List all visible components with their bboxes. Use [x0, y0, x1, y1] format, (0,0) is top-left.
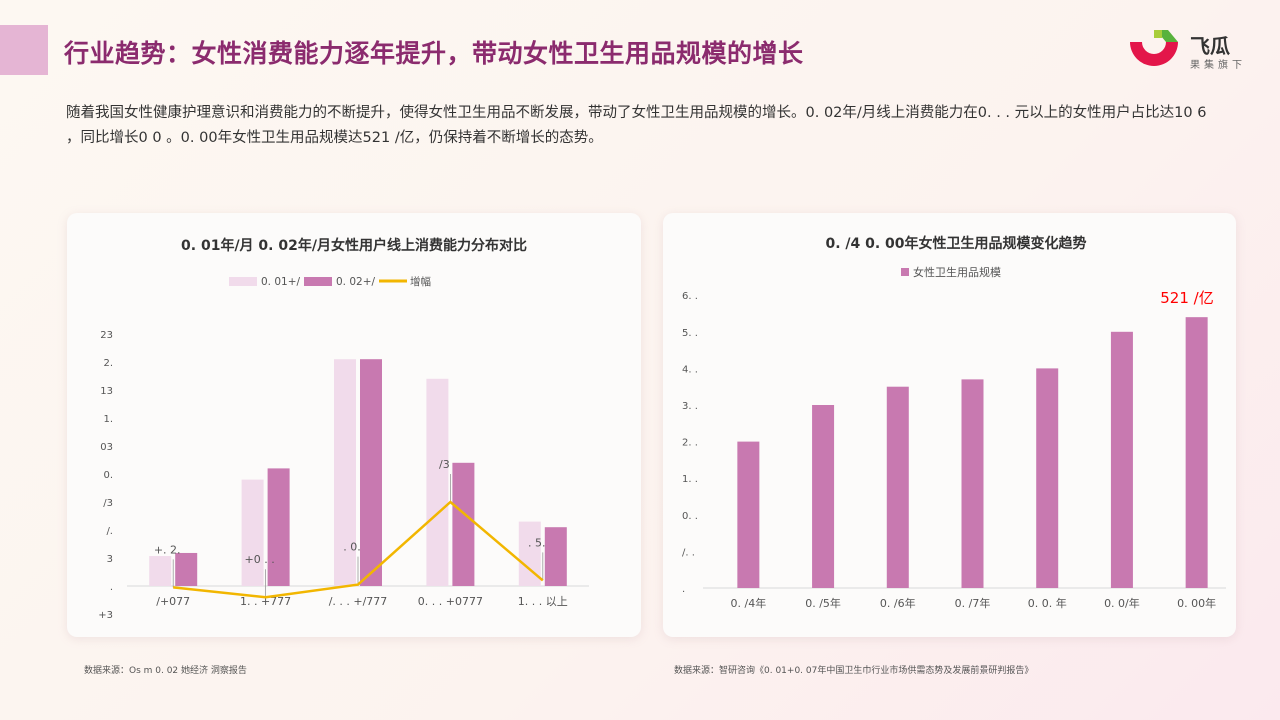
y-tick-label: /. [106, 526, 113, 537]
x-tick-label: 1. . . 以上 [518, 595, 568, 608]
bar [360, 359, 382, 586]
intro-paragraph: 随着我国女性健康护理意识和消费能力的不断提升，使得女性卫生用品不断发展，带动了女… [66, 105, 1207, 146]
consumption-chart: 0. 01年/月 0. 02年/月女性用户线上消费能力分布对比 0. 01+/ 0.… [98, 237, 589, 621]
y-tick-label: 23 [100, 330, 113, 341]
bar [241, 479, 264, 586]
bar [149, 556, 172, 586]
value-annotation: 521 /亿 [1160, 289, 1213, 307]
bar [175, 552, 198, 586]
bar [1185, 317, 1208, 588]
market-size-chart-card: 0. /4 0. 00年女性卫生用品规模变化趋势 女性卫生用品规模. /. . 0. … [663, 213, 1236, 637]
x-tick-label: 0. . . +0777 [418, 595, 483, 608]
x-tick-label: /. . . +/777 [329, 595, 388, 608]
x-tick-label: 0. /4年 [731, 596, 767, 610]
source-right: 数据来源：智研咨询《0. 01+0. 07年中国卫生巾行业市场供需态势及发展前景… [674, 666, 1034, 676]
y-tick-label: 0. . [682, 511, 698, 522]
bar [267, 468, 290, 586]
x-tick-label: 0. /6年 [880, 596, 916, 610]
legend-label: 0. 02+/ [336, 276, 376, 288]
y-tick-label: /3 [103, 498, 113, 509]
bar [812, 405, 835, 588]
logo-tagline: 果集旗下 [1190, 60, 1246, 71]
legend-label: 女性卫生用品规模 [913, 265, 1001, 279]
chart-title: 0. /4 0. 00年女性卫生用品规模变化趋势 [825, 235, 1086, 252]
chart-title: 0. 01年/月 0. 02年/月女性用户线上消费能力分布对比 [181, 237, 527, 254]
bar [334, 359, 356, 586]
y-tick-label: . [682, 584, 685, 595]
bar [544, 527, 567, 586]
y-tick-label: 6. . [682, 291, 698, 302]
logo: 飞瓜 果集旗下 [1126, 28, 1266, 72]
legend-label: 0. 01+/ [261, 276, 301, 288]
y-tick-label: 13 [100, 386, 113, 397]
consumption-chart-card: 0. 01年/月 0. 02年/月女性用户线上消费能力分布对比 0. 01+/ 0.… [67, 213, 641, 637]
bar [961, 379, 984, 588]
legend-label: 增幅 [410, 275, 431, 288]
legend-swatch [901, 268, 909, 276]
data-label: . 0. [343, 541, 361, 554]
source-left: 数据来源：Os m 0. 02 她经济 洞察报告 [84, 666, 247, 676]
y-tick-label: /. . [682, 547, 695, 558]
data-label: +. 2. [154, 543, 181, 556]
x-tick-label: 0. /5年 [805, 596, 841, 610]
y-tick-label: 1. . [682, 474, 698, 485]
y-tick-label: 2. [103, 358, 113, 369]
y-tick-label: 3. . [682, 401, 698, 412]
x-tick-label: /+077 [156, 595, 190, 608]
y-tick-label: +3 [98, 610, 113, 621]
data-label: +0 . . [244, 553, 274, 566]
data-label: . 5. [528, 536, 546, 549]
bar [452, 462, 475, 586]
bar [737, 441, 760, 588]
x-tick-label: 0. 00年 [1177, 596, 1216, 610]
y-tick-label: 03 [100, 442, 113, 453]
page-title: 行业趋势：女性消费能力逐年提升，带动女性卫生用品规模的增长 [64, 39, 804, 68]
x-tick-label: 0. 0/年 [1104, 596, 1140, 610]
bar [886, 386, 909, 588]
bar [1110, 331, 1133, 588]
bar [1036, 368, 1059, 588]
y-tick-label: 0. [103, 470, 113, 481]
x-tick-label: 1. . +777 [240, 595, 291, 608]
bar [426, 378, 449, 586]
x-tick-label: 0. 0. 年 [1028, 596, 1067, 610]
data-label: /3 [439, 458, 450, 471]
y-tick-label: 2. . [682, 438, 698, 449]
y-tick-label: . [110, 582, 113, 593]
growth-line [173, 500, 544, 599]
x-tick-label: 0. /7年 [955, 596, 991, 610]
y-tick-label: 3 [107, 554, 113, 565]
title-accent-block [0, 25, 48, 75]
bar [518, 521, 541, 586]
y-tick-label: 4. . [682, 364, 698, 375]
legend-swatch [304, 277, 332, 286]
logo-icon [1130, 30, 1178, 66]
y-tick-label: 5. . [682, 328, 698, 339]
legend-swatch [229, 277, 257, 286]
y-tick-label: 1. [103, 414, 113, 425]
logo-name: 飞瓜 [1190, 34, 1230, 58]
